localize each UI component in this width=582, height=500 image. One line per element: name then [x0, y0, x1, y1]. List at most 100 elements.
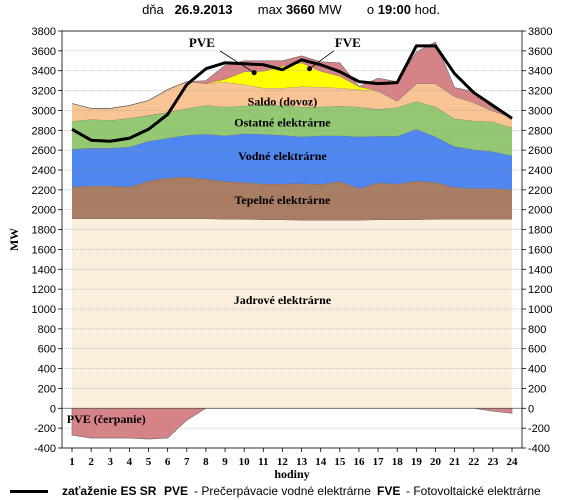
ytick-label-left-400: 400	[38, 364, 56, 376]
xtick-label-11: 11	[258, 456, 268, 468]
label-fve-leader	[309, 50, 335, 70]
ytick-label-right-2200: 2200	[528, 185, 552, 197]
label-saldo: Saldo (dovoz)	[248, 94, 318, 108]
xtick-label-23: 23	[487, 456, 499, 468]
legend-fve-abbr: FVE	[377, 484, 401, 498]
date-value: 26.9.2013	[174, 2, 233, 17]
ytick-label-right-3000: 3000	[528, 105, 552, 117]
time-label: o	[366, 2, 375, 17]
ytick-label-right-800: 800	[528, 324, 546, 336]
xtick-label-24: 24	[507, 456, 519, 468]
legend-fve-desc: - Fotovoltaické elektrárne	[406, 484, 541, 498]
xtick-label-7: 7	[184, 456, 190, 468]
xtick-label-2: 2	[88, 456, 94, 468]
ytick-label-right-400: 400	[528, 364, 546, 376]
ytick-label-right-1600: 1600	[528, 244, 552, 256]
xtick-label-15: 15	[334, 456, 346, 468]
ytick-label-right-1800: 1800	[528, 225, 552, 237]
ytick-label-left--200: -200	[34, 423, 56, 435]
xtick-label-16: 16	[353, 456, 365, 468]
ytick-label-left-200: 200	[38, 383, 56, 395]
label-fve-dot	[307, 66, 313, 72]
area-edge-3	[71, 101, 513, 129]
xtick-label-6: 6	[165, 456, 171, 468]
label-pve-leader	[219, 50, 255, 74]
time-unit: hod.	[414, 2, 440, 17]
area-0	[72, 218, 512, 409]
ytick-label-left-1000: 1000	[32, 304, 56, 316]
xtick-label-18: 18	[392, 456, 404, 468]
legend-load-label: zaťaženie ES SR	[62, 484, 157, 498]
ytick-label-right-3200: 3200	[528, 86, 552, 98]
ytick-label-right-1200: 1200	[528, 284, 552, 296]
xtick-label-13: 13	[296, 456, 308, 468]
day-label: dňa	[142, 2, 164, 17]
ytick-label-right-200: 200	[528, 383, 546, 395]
ytick-label-right-2800: 2800	[528, 125, 552, 137]
ytick-label-left-1600: 1600	[32, 244, 56, 256]
xtick-label-1: 1	[69, 456, 75, 468]
plot-frame	[61, 30, 523, 449]
xtick-label-3: 3	[108, 456, 114, 468]
label-pve-cerpanie: PVE (čerpanie)	[67, 412, 146, 426]
xtick-label-21: 21	[449, 456, 460, 468]
xtick-label-9: 9	[222, 456, 228, 468]
ytick-label-left-2200: 2200	[32, 185, 56, 197]
legend-pve-abbr: PVE	[164, 484, 189, 498]
xtick-label-17: 17	[373, 456, 385, 468]
ytick-label-right-2400: 2400	[528, 165, 552, 177]
xtick-label-12: 12	[277, 456, 289, 468]
ytick-label-right--400: -400	[528, 443, 550, 455]
ytick-label-left-3800: 3800	[32, 26, 56, 38]
ytick-label-left-600: 600	[38, 344, 56, 356]
ytick-label-left-1400: 1400	[32, 264, 56, 276]
max-label: max	[257, 2, 283, 17]
load-line	[71, 44, 513, 143]
stacked-area-chart: -400 -400 -200 -200 0 0 200 200 400 400 600 600 800 8…	[7, 26, 552, 481]
ytick-label-right-2600: 2600	[528, 145, 552, 157]
xtick-label-10: 10	[239, 456, 251, 468]
label-vodne: Vodné elektrárne	[238, 149, 327, 163]
xtick-label-4: 4	[127, 456, 133, 468]
ytick-label-left-0: 0	[50, 403, 56, 415]
legend: zaťaženie ES SR PVE - Prečerpávacie vodn…	[0, 484, 582, 498]
ytick-label-right-2000: 2000	[528, 205, 552, 217]
chart-title: dňa 26.9.2013 max 3660 MW o 19:00 hod.	[0, 2, 582, 17]
legend-load-line-swatch	[10, 490, 48, 493]
ytick-label-left-2000: 2000	[32, 205, 56, 217]
ytick-label-right--200: -200	[528, 423, 550, 435]
label-pve-dot	[251, 70, 257, 76]
ytick-label-right-3400: 3400	[528, 66, 552, 78]
label-ostatne: Ostatné elektrárne	[234, 115, 331, 129]
area-1	[72, 176, 512, 221]
ytick-label-left-2600: 2600	[32, 145, 56, 157]
area-5	[72, 62, 512, 118]
xtick-label-20: 20	[430, 456, 442, 468]
area-2	[72, 129, 512, 190]
ytick-label-left-2800: 2800	[32, 125, 56, 137]
xtick-label-8: 8	[203, 456, 209, 468]
xtick-label-14: 14	[315, 456, 327, 468]
ytick-label-left-2400: 2400	[32, 165, 56, 177]
xtick-label-19: 19	[411, 456, 423, 468]
legend-pve-desc: - Prečerpávacie vodné elektrárne	[194, 484, 371, 498]
label-fve: FVE	[335, 35, 361, 50]
ytick-label-right-600: 600	[528, 344, 546, 356]
x-axis-title: hodiny	[274, 467, 309, 481]
ytick-label-right-0: 0	[528, 403, 534, 415]
area-6	[72, 41, 512, 118]
area-3	[72, 101, 512, 156]
ytick-label-right-1400: 1400	[528, 264, 552, 276]
label-pve: PVE	[189, 35, 215, 50]
ytick-label-left-3000: 3000	[32, 105, 56, 117]
label-jadrove: Jadrové elektrárne	[234, 293, 332, 307]
xtick-label-5: 5	[146, 456, 152, 468]
max-unit: MW	[318, 2, 342, 17]
ytick-label-left-1200: 1200	[32, 284, 56, 296]
xtick-label-22: 22	[468, 456, 480, 468]
ytick-label-left--400: -400	[34, 443, 56, 455]
ytick-label-left-3400: 3400	[32, 66, 56, 78]
time-value: 19:00	[377, 2, 411, 17]
ytick-label-left-3600: 3600	[32, 46, 56, 58]
y-axis-title: MW	[7, 228, 21, 251]
